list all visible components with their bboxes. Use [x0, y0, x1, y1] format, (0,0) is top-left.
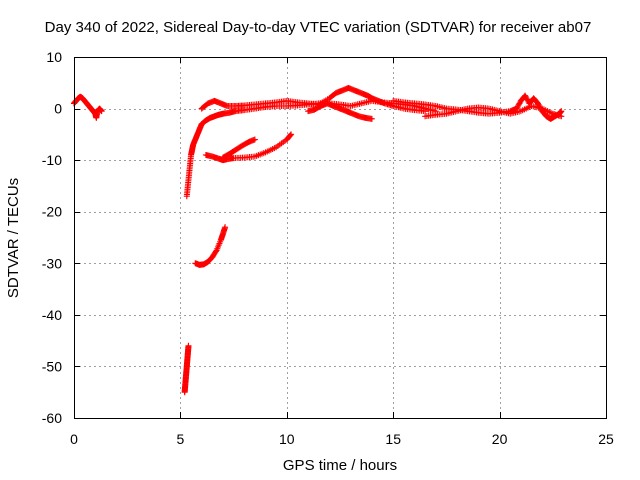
- series-arc-early: [71, 93, 105, 121]
- y-tick-labels: 10 0 -10 -20 -30 -40 -50 -60: [42, 49, 62, 426]
- x-tick-label: 20: [492, 431, 508, 447]
- data-point: [222, 224, 229, 231]
- series-arc-hook: [202, 131, 295, 164]
- data-point: [522, 92, 529, 99]
- data-marks: [71, 84, 565, 396]
- series-arc-cross: [305, 100, 375, 122]
- y-tick-label: 0: [54, 101, 62, 117]
- data-point: [98, 108, 105, 115]
- chart-title: Day 340 of 2022, Sidereal Day-to-day VTE…: [45, 19, 592, 36]
- x-tick-labels: 0 5 10 15 20 25: [70, 431, 614, 447]
- data-point: [522, 93, 529, 100]
- y-tick-label: -60: [42, 410, 62, 426]
- data-point: [558, 113, 565, 120]
- x-tick-label: 5: [177, 431, 185, 447]
- axis-ticks: [74, 57, 607, 419]
- data-point: [516, 100, 523, 107]
- series-arc-mid: [192, 224, 229, 268]
- data-point: [212, 248, 219, 255]
- series-arc-branch: [219, 136, 258, 161]
- data-point: [523, 95, 530, 102]
- data-point: [251, 136, 258, 143]
- x-tick-label: 15: [385, 431, 401, 447]
- data-point: [534, 100, 541, 107]
- x-tick-label: 0: [70, 431, 78, 447]
- x-axis-label: GPS time / hours: [283, 457, 397, 474]
- series-arc-low: [181, 342, 192, 396]
- data-point: [288, 131, 295, 138]
- data-point: [185, 342, 192, 349]
- data-point: [368, 115, 375, 122]
- y-axis-label: SDTVAR / TECUs: [5, 178, 22, 298]
- data-point: [515, 101, 522, 108]
- series-arc-end: [422, 102, 565, 120]
- x-tick-label: 10: [279, 431, 295, 447]
- data-point: [558, 108, 565, 115]
- data-point: [515, 102, 522, 109]
- y-tick-label: -50: [42, 358, 62, 374]
- data-point: [513, 105, 520, 112]
- y-tick-label: -20: [42, 204, 62, 220]
- data-point: [287, 132, 294, 139]
- y-tick-label: -40: [42, 307, 62, 323]
- y-tick-label: -30: [42, 255, 62, 271]
- y-tick-label: -10: [42, 152, 62, 168]
- data-point: [422, 108, 429, 115]
- x-tick-label: 25: [598, 431, 614, 447]
- y-tick-label: 10: [46, 49, 62, 65]
- series-arc-hump: [198, 84, 429, 115]
- plot-frame: [74, 57, 607, 419]
